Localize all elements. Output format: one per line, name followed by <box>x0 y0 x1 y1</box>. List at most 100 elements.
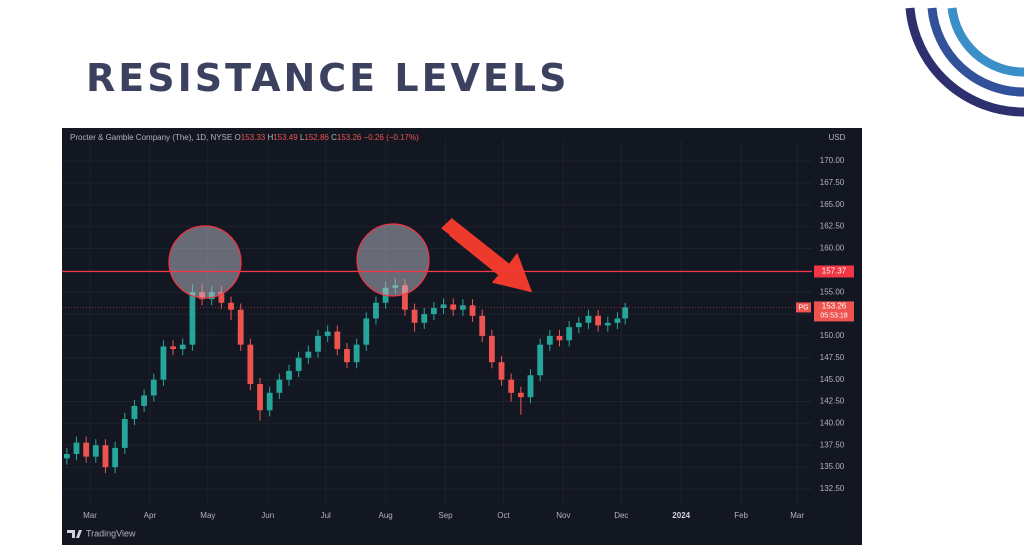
candle-body <box>353 344 360 363</box>
x-tick-label: Dec <box>614 511 628 520</box>
candle-body <box>305 351 312 358</box>
candle-body <box>344 349 350 363</box>
candle-body <box>150 379 157 396</box>
candle-body <box>286 370 292 380</box>
price-box <box>814 301 854 322</box>
y-tick-label: 155.00 <box>820 287 845 296</box>
candle-body <box>479 315 486 336</box>
candle-body <box>498 362 505 380</box>
candle-body <box>373 302 379 319</box>
candle-body <box>334 331 341 350</box>
chart: Procter & Gamble Company (The), 1D, NYSE… <box>62 128 862 545</box>
candle-body <box>141 395 148 406</box>
x-tick-label: Feb <box>734 511 748 520</box>
candle-body <box>121 419 128 448</box>
quote-value: 152.86 <box>304 133 329 142</box>
watermark: TradingView <box>86 528 136 538</box>
y-tick-label: 160.00 <box>820 244 845 253</box>
x-tick-label: Mar <box>790 511 804 520</box>
slide-title: RESISTANCE LEVELS <box>86 56 570 100</box>
candle-body <box>276 379 283 393</box>
candle-body <box>324 331 331 336</box>
candle-body <box>131 405 138 420</box>
candle-body <box>556 335 563 341</box>
candle-body <box>83 442 90 457</box>
watermark-logo <box>67 530 82 538</box>
decorative-arcs <box>905 7 1024 117</box>
candle-body <box>488 335 495 363</box>
candle-body <box>92 445 99 457</box>
resistance-box <box>814 265 854 278</box>
candle-body <box>469 305 476 316</box>
candle-body <box>517 392 524 398</box>
x-tick-label: Apr <box>144 511 157 520</box>
candle-body <box>566 327 573 341</box>
candle-body <box>315 335 321 352</box>
arrow <box>441 217 533 293</box>
y-tick-label: 145.00 <box>820 375 845 384</box>
candle-body <box>189 292 196 345</box>
quote-value: 153.26 <box>337 133 362 142</box>
x-tick-label: 2024 <box>672 511 690 520</box>
candle-body <box>102 445 109 468</box>
candle-body <box>237 309 244 345</box>
candle-body <box>402 285 408 310</box>
quote-label: H <box>267 133 273 142</box>
candle-body <box>160 346 167 380</box>
y-tick-label: 140.00 <box>820 419 845 428</box>
candle-body <box>179 344 186 350</box>
candle-body <box>266 392 273 411</box>
grid <box>62 140 812 505</box>
x-tick-label: Jul <box>321 511 331 520</box>
candle-body <box>411 309 418 323</box>
y-tick-label: 132.50 <box>820 484 845 493</box>
x-tick-label: Mar <box>83 511 97 520</box>
candle-body <box>546 335 553 345</box>
symbol: Procter & Gamble Company (The), 1D, NYSE <box>70 133 232 142</box>
highlight-circle <box>168 225 242 299</box>
chart-header: Procter & Gamble Company (The), 1D, NYSE… <box>70 133 419 142</box>
y-tick-label: 150.00 <box>820 331 845 340</box>
candle-body <box>170 346 176 350</box>
x-tick-label: May <box>200 511 215 520</box>
candle-body <box>295 357 302 371</box>
y-tick-label: 167.50 <box>820 178 845 187</box>
candle-body <box>585 315 592 323</box>
candle-body <box>257 384 263 411</box>
last-price: 153.26 <box>822 302 847 311</box>
highlight-circle <box>356 223 430 297</box>
change-percent: (−0.17%) <box>386 133 419 142</box>
candle-body <box>112 447 119 468</box>
candle-body <box>431 307 437 315</box>
x-tick-label: Oct <box>497 511 510 520</box>
marks <box>63 278 629 474</box>
quote-value: 153.33 <box>241 133 266 142</box>
y-tick-label: 165.00 <box>820 200 845 209</box>
ticker-box <box>796 302 811 313</box>
y-tick-label: 137.50 <box>820 440 845 449</box>
countdown: 05:53:18 <box>820 312 847 319</box>
candle-body <box>614 318 621 323</box>
candle-body <box>450 304 457 310</box>
candle-body <box>228 302 234 310</box>
x-tick-label: Aug <box>378 511 392 520</box>
candle-body <box>63 454 70 459</box>
candle-body <box>421 314 428 323</box>
candle-body <box>363 318 370 345</box>
candle-body <box>440 304 447 308</box>
y-tick-label: 162.50 <box>820 222 845 231</box>
resistance-label: 157.37 <box>822 267 847 276</box>
candle-body <box>73 442 80 455</box>
candle-body <box>595 315 602 326</box>
x-tick-label: Nov <box>556 511 570 520</box>
y-tick-label: 135.00 <box>820 462 845 471</box>
quote-label: L <box>300 133 305 142</box>
currency: USD <box>829 133 846 142</box>
candle-body <box>459 305 466 310</box>
y-tick-label: 170.00 <box>820 156 845 165</box>
candle-body <box>537 344 544 376</box>
candle-body <box>218 292 225 303</box>
candle-body <box>622 307 629 319</box>
x-tick-label: Sep <box>438 511 453 520</box>
